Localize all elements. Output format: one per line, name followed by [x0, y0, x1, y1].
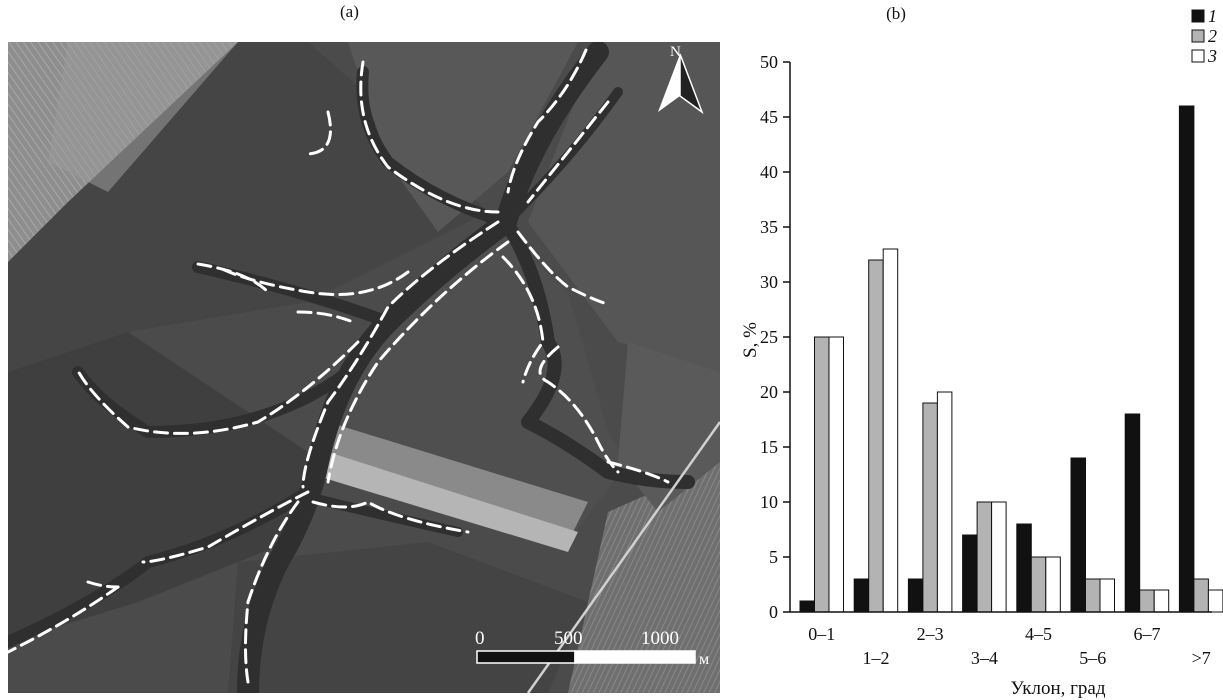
field-bottom-right — [568, 462, 720, 693]
field-lower-left — [8, 332, 308, 642]
bar-series-3-0 — [828, 336, 844, 613]
bar-series-3-2 — [936, 391, 953, 613]
bar-series-1-2 — [907, 578, 924, 613]
bar-series-3-1 — [882, 248, 899, 613]
field-upper-middle — [348, 42, 578, 232]
panel-label-a: (a) — [340, 2, 359, 21]
scale-label-0: 0 — [475, 628, 485, 649]
bar-series-3-4 — [1045, 556, 1061, 613]
bar-series-1-6 — [1124, 413, 1141, 613]
bar-series-3-6 — [1153, 589, 1170, 613]
x-tick-label: 4–5 — [1025, 624, 1052, 644]
field-strip-top — [48, 42, 238, 192]
bar-series-2-2 — [922, 402, 938, 613]
y-tick-label: 45 — [760, 107, 778, 127]
bar-series-3-3 — [991, 501, 1007, 613]
north-arrow: N — [658, 44, 704, 115]
bar-series-1-1 — [853, 578, 870, 613]
y-tick-label: 25 — [760, 327, 778, 347]
bar-series-3-5 — [1099, 578, 1115, 613]
bars — [799, 105, 1223, 613]
scale-bar: 0 500 1000 м — [475, 628, 709, 668]
x-tick-label: 5–6 — [1079, 648, 1106, 668]
x-tick-label: 6–7 — [1133, 624, 1160, 644]
bar-series-2-7 — [1193, 578, 1209, 613]
bar-series-1-3 — [962, 534, 978, 613]
x-axis-label: Уклон, град — [1010, 678, 1105, 699]
bar-series-2-5 — [1085, 578, 1101, 613]
y-tick-label: 35 — [760, 217, 778, 237]
bar-series-3-7 — [1207, 589, 1223, 613]
y-tick-label: 15 — [760, 437, 778, 457]
satellite-map: N 0 500 1000 м — [8, 42, 720, 693]
y-tick-label: 40 — [760, 162, 778, 182]
y-tick-label: 0 — [769, 602, 778, 622]
y-axis-label: S, % — [740, 322, 761, 358]
bar-series-1-7 — [1178, 105, 1195, 613]
field-band-stripe — [324, 452, 578, 552]
x-tick-label: 2–3 — [917, 624, 944, 644]
field-right — [528, 42, 720, 372]
field-right-lower — [618, 342, 720, 512]
x-axis-ticks: 0–1 1–2 2–3 3–4 4–5 5–6 6–7 >7 — [808, 624, 1210, 668]
legend-swatch-3 — [1191, 49, 1205, 63]
y-tick-label: 5 — [769, 547, 778, 567]
chart-title: (b) — [886, 4, 906, 23]
bar-series-1-5 — [1070, 457, 1086, 613]
bar-series-2-4 — [1030, 556, 1047, 613]
y-tick-label: 50 — [760, 52, 778, 72]
scale-label-1000: 1000 — [641, 628, 679, 649]
y-tick-label: 20 — [760, 382, 778, 402]
road — [526, 421, 720, 693]
gully-edges — [8, 48, 670, 684]
scale-label-500: 500 — [554, 628, 583, 649]
legend-label-2: 2 — [1208, 26, 1217, 46]
legend-swatch-1 — [1191, 9, 1205, 23]
legend-label-1: 1 — [1208, 6, 1217, 26]
field-light-band — [318, 422, 588, 542]
bar-series-2-0 — [814, 336, 830, 613]
north-label: N — [670, 44, 681, 60]
scale-unit: м — [699, 651, 709, 668]
x-tick-label: 3–4 — [971, 648, 998, 668]
bar-series-2-1 — [868, 259, 884, 613]
y-tick-label: 30 — [760, 272, 778, 292]
y-tick-label: 10 — [760, 492, 778, 512]
x-tick-label: 1–2 — [862, 648, 889, 668]
bar-series-2-6 — [1139, 589, 1155, 613]
bar-chart: (b) S, % Уклон, град 0 5 10 15 20 25 30 35 40 45 5… — [740, 4, 1223, 699]
x-tick-label: 0–1 — [808, 624, 835, 644]
legend-swatch-2 — [1191, 29, 1205, 43]
legend: 123 — [1191, 6, 1217, 66]
y-axis-ticks: 0 5 10 15 20 25 30 35 40 45 50 — [760, 52, 790, 622]
legend-label-3: 3 — [1207, 46, 1217, 66]
bar-series-2-3 — [976, 501, 993, 613]
x-tick-label: >7 — [1192, 648, 1211, 668]
bar-series-1-4 — [1016, 523, 1032, 613]
bar-series-1-0 — [799, 600, 815, 613]
